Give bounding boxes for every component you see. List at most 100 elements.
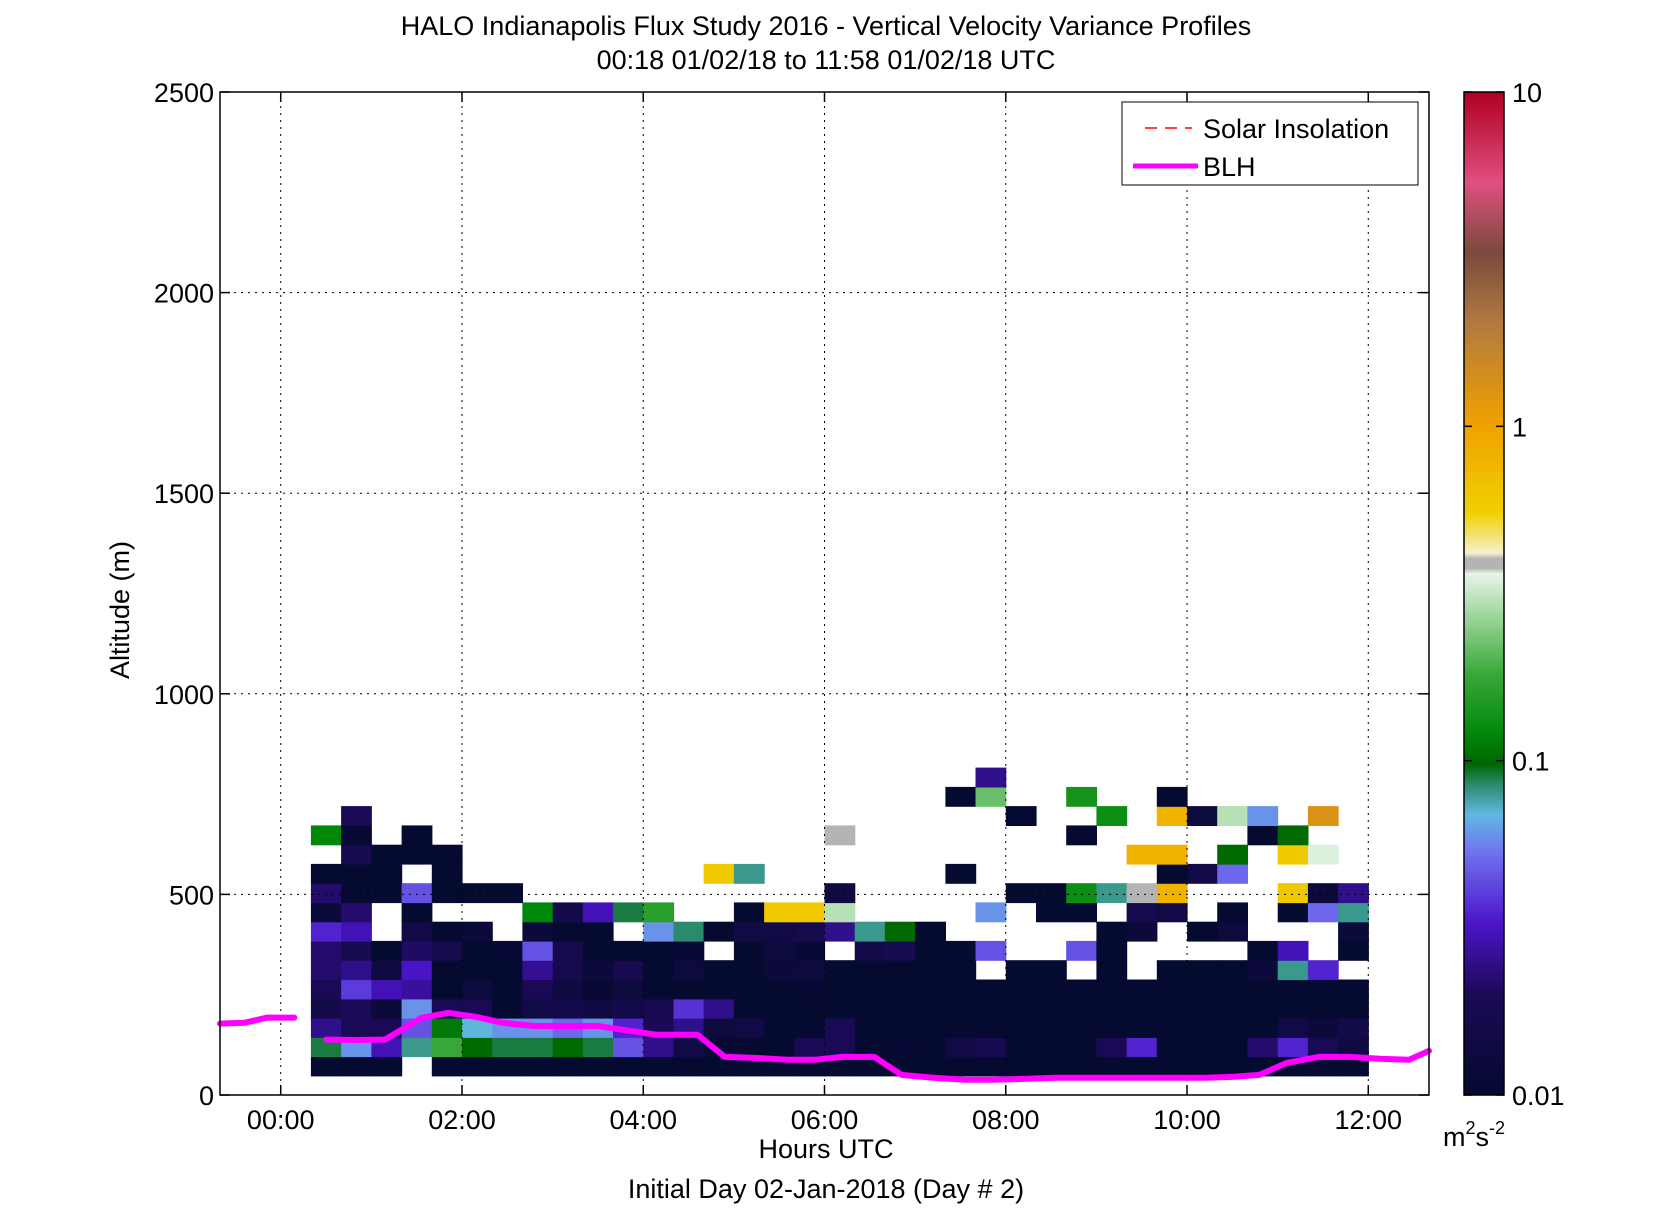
heatmap-cell: [1096, 940, 1128, 961]
heatmap-cell: [1277, 979, 1309, 1000]
x-tick-label: 10:00: [1153, 1105, 1221, 1135]
heatmap-cell: [401, 940, 433, 961]
heatmap-cell: [1096, 1018, 1128, 1038]
heatmap-cell: [371, 1056, 403, 1077]
heatmap-cell: [1338, 883, 1369, 904]
heatmap-cell: [945, 1018, 977, 1038]
heatmap-cell: [371, 979, 403, 1000]
heatmap-cell: [884, 921, 916, 942]
heatmap-cell: [1217, 979, 1248, 1000]
heatmap-cell: [1036, 902, 1067, 923]
heatmap-cell: [1096, 979, 1128, 1000]
heatmap-cell: [1217, 921, 1248, 942]
heatmap-cell: [522, 979, 554, 1000]
heatmap-cell: [824, 825, 856, 846]
heatmap-cell: [1247, 825, 1279, 846]
heatmap-cell: [945, 1037, 977, 1058]
heatmap-cell: [1187, 1056, 1218, 1077]
heatmap-cell: [462, 1018, 493, 1038]
heatmap-cell: [1096, 998, 1128, 1019]
heatmap-cell: [1338, 902, 1369, 923]
heatmap-cell: [733, 1056, 765, 1077]
heatmap-cell: [1005, 1056, 1037, 1077]
x-tick-label: 06:00: [791, 1105, 859, 1135]
heatmap-cell: [794, 998, 826, 1019]
heatmap-cell: [310, 863, 342, 884]
heatmap-cell: [582, 921, 614, 942]
heatmap-cell: [643, 940, 675, 961]
heatmap-cell: [552, 960, 584, 981]
heatmap-cell: [341, 883, 372, 904]
heatmap-cell: [1036, 960, 1067, 981]
heatmap-cell: [1187, 979, 1218, 1000]
heatmap-cell: [733, 940, 765, 961]
heatmap-cell: [1247, 940, 1279, 961]
colorbar: [1463, 91, 1505, 1096]
heatmap-cell: [1066, 1056, 1097, 1077]
heatmap-cell: [794, 940, 826, 961]
heatmap-cell: [733, 960, 765, 981]
legend: Solar Insolation BLH: [1121, 101, 1419, 186]
y-tick-label: 0: [199, 1081, 214, 1111]
heatmap-cell: [1187, 1037, 1218, 1058]
heatmap-cell: [915, 998, 946, 1019]
heatmap-cell: [1005, 960, 1037, 981]
heatmap-cell: [824, 998, 856, 1019]
y-tick-label: 1500: [154, 479, 214, 509]
heatmap-cell: [1066, 786, 1097, 807]
heatmap-cell: [431, 960, 463, 981]
heatmap-cell: [854, 998, 886, 1019]
heatmap-cell: [310, 940, 342, 961]
heatmap-cell: [341, 902, 372, 923]
heatmap-cell: [1277, 825, 1309, 846]
heatmap-cell: [854, 921, 886, 942]
heatmap-cell: [764, 940, 795, 961]
heatmap-cell: [552, 940, 584, 961]
heatmap-cell: [915, 960, 946, 981]
heatmap-cell: [613, 940, 644, 961]
heatmap-cell: [1247, 998, 1279, 1019]
heatmap-cell: [431, 940, 463, 961]
heatmap-cell: [1187, 921, 1218, 942]
heatmap-cell: [431, 844, 463, 865]
heatmap-cell: [1156, 806, 1188, 826]
heatmap-cell: [1156, 883, 1188, 904]
heatmap-cell: [975, 1037, 1007, 1058]
heatmap-cell: [733, 1018, 765, 1038]
heatmap-cell: [1126, 1018, 1158, 1038]
heatmap-cell: [492, 1037, 523, 1058]
heatmap-cell: [401, 979, 433, 1000]
heatmap-cell: [1247, 1037, 1279, 1058]
colorbar-tick-label: 0.1: [1512, 747, 1550, 777]
heatmap-cell: [1096, 806, 1128, 826]
heatmap-cell: [341, 863, 372, 884]
heatmap-cell: [1156, 863, 1188, 884]
heatmap-cell: [1126, 921, 1158, 942]
heatmap-cell: [915, 1037, 946, 1058]
heatmap-cell: [854, 1018, 886, 1038]
heatmap-cell: [854, 1037, 886, 1058]
heatmap-cell: [1005, 1037, 1037, 1058]
heatmap-cell: [552, 1037, 584, 1058]
heatmap-cell: [401, 921, 433, 942]
heatmap-cell: [794, 902, 826, 923]
heatmap-cell: [1066, 998, 1097, 1019]
heatmap-cell: [401, 998, 433, 1019]
heatmap-cell: [764, 1018, 795, 1038]
heatmap-cell: [462, 921, 493, 942]
heatmap-cell: [582, 940, 614, 961]
heatmap-cell: [1307, 806, 1339, 826]
heatmap-cell: [1217, 902, 1248, 923]
heatmap-cell: [824, 1037, 856, 1058]
x-tick-label: 04:00: [609, 1105, 677, 1135]
heatmap-cell: [341, 979, 372, 1000]
heatmap-cell: [613, 998, 644, 1019]
heatmap-cell: [1277, 998, 1309, 1019]
heatmap-cell: [1096, 1037, 1128, 1058]
heatmap-cell: [492, 960, 523, 981]
heatmap-cell: [401, 1037, 433, 1058]
heatmap-cell: [1247, 960, 1279, 981]
heatmap-cell: [915, 1018, 946, 1038]
heatmap-cell: [673, 960, 705, 981]
heatmap-cell: [794, 979, 826, 1000]
